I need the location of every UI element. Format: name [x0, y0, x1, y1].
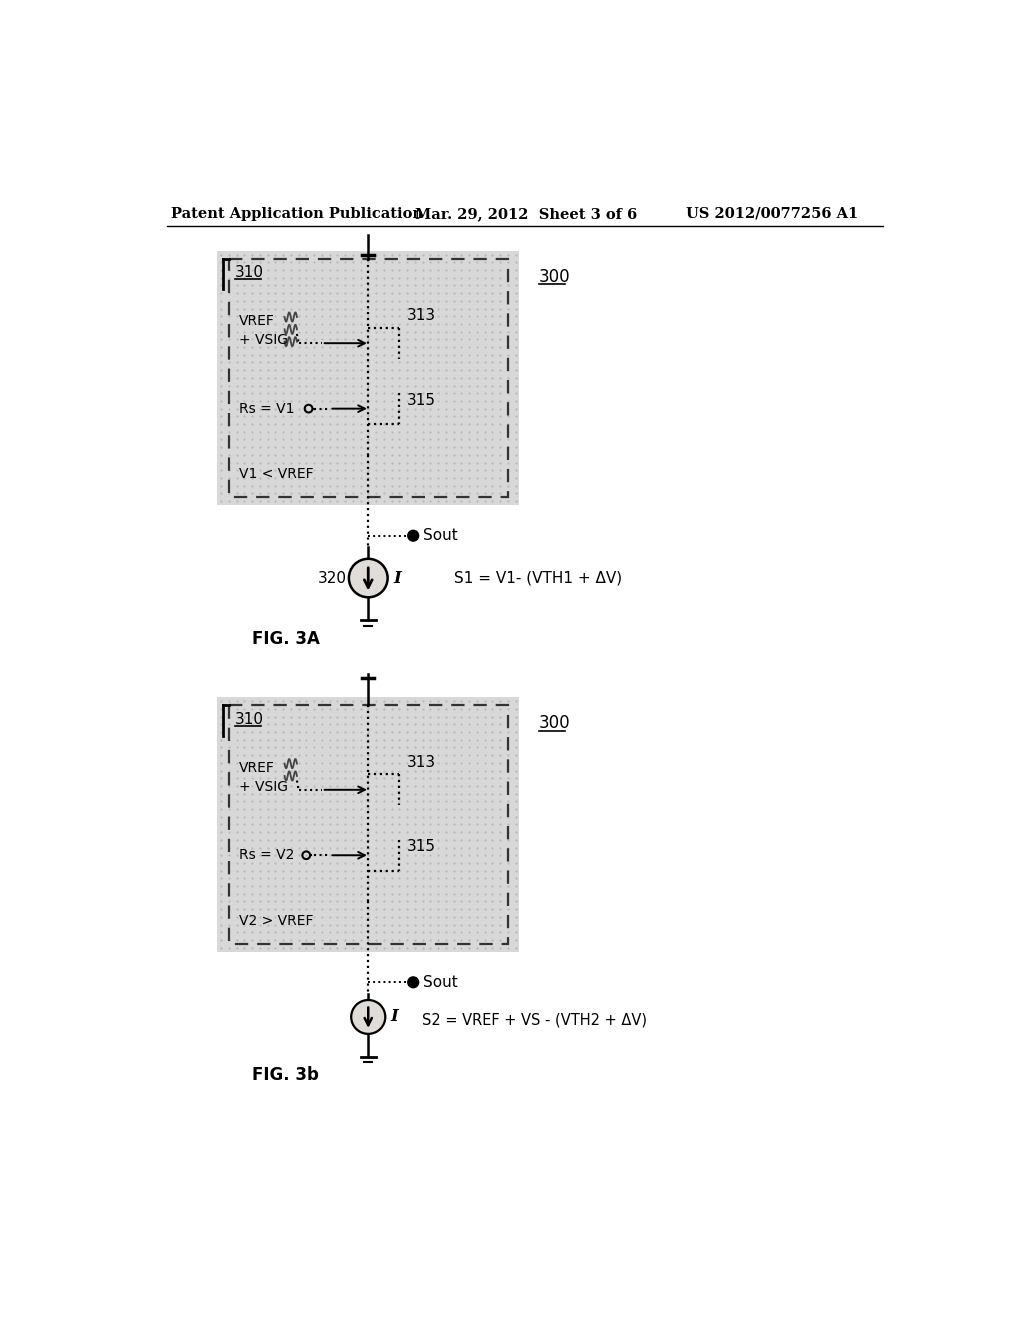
Circle shape	[351, 1001, 385, 1034]
FancyBboxPatch shape	[217, 251, 519, 506]
Text: S1 = V1- (VTH1 + ΔV): S1 = V1- (VTH1 + ΔV)	[454, 570, 622, 586]
Text: V2 > VREF: V2 > VREF	[239, 913, 313, 928]
Text: 300: 300	[539, 268, 570, 285]
Text: 313: 313	[407, 755, 436, 770]
Text: 310: 310	[234, 265, 264, 280]
Text: S2 = VREF + VS - (VTH2 + ΔV): S2 = VREF + VS - (VTH2 + ΔV)	[423, 1012, 647, 1027]
Text: Patent Application Publication: Patent Application Publication	[171, 207, 423, 220]
Text: VREF
+ VSIG: VREF + VSIG	[239, 760, 288, 795]
Text: I: I	[390, 1008, 397, 1026]
Text: Sout: Sout	[423, 528, 458, 544]
Text: 315: 315	[407, 840, 436, 854]
Text: Sout: Sout	[423, 974, 458, 990]
Circle shape	[408, 531, 419, 541]
Text: 320: 320	[317, 570, 347, 586]
Text: FIG. 3b: FIG. 3b	[252, 1067, 318, 1084]
Text: FIG. 3A: FIG. 3A	[252, 630, 319, 648]
Text: V1 < VREF: V1 < VREF	[239, 467, 313, 480]
Circle shape	[408, 977, 419, 987]
Text: 313: 313	[407, 308, 436, 323]
Text: Rs = V2: Rs = V2	[239, 849, 294, 862]
Circle shape	[349, 558, 388, 597]
FancyBboxPatch shape	[217, 697, 519, 952]
Text: US 2012/0077256 A1: US 2012/0077256 A1	[686, 207, 858, 220]
Text: 315: 315	[407, 393, 436, 408]
Text: 300: 300	[539, 714, 570, 733]
Text: I: I	[393, 569, 400, 586]
Text: Rs = V1: Rs = V1	[239, 401, 294, 416]
Text: VREF
+ VSIG: VREF + VSIG	[239, 314, 288, 347]
Text: 310: 310	[234, 711, 264, 726]
Text: Mar. 29, 2012  Sheet 3 of 6: Mar. 29, 2012 Sheet 3 of 6	[415, 207, 637, 220]
